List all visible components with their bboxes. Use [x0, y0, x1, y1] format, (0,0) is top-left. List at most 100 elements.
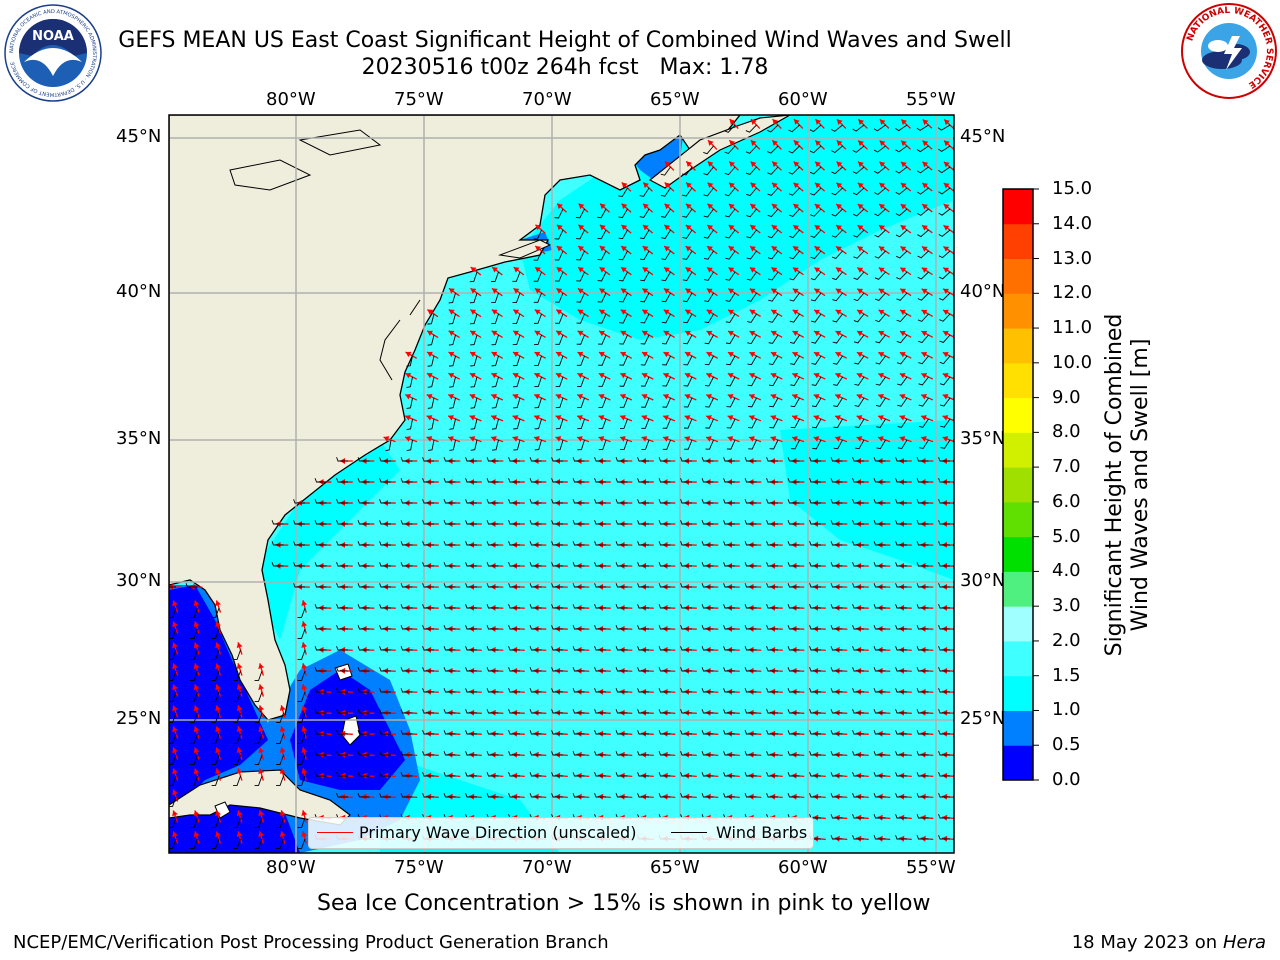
wave-direction-arrowhead: [836, 225, 842, 231]
wind-barb: [640, 376, 650, 387]
wind-barb: [336, 751, 348, 756]
wind-barb: [470, 376, 478, 388]
wave-direction-arrowhead: [193, 831, 200, 838]
wind-barb: [618, 292, 628, 303]
wave-direction-arrowhead: [664, 267, 670, 273]
wind-barb: [939, 376, 951, 386]
colorbar-segment: [1003, 675, 1033, 711]
wave-direction-arrowhead: [620, 309, 627, 315]
wind-barb: [809, 562, 821, 567]
wave-direction-arrowhead: [663, 351, 670, 358]
wind-barb: [917, 229, 929, 238]
wave-direction-arrowhead: [684, 372, 691, 379]
wind-barb: [597, 313, 607, 324]
wind-barb: [852, 124, 865, 132]
wave-direction-arrowhead: [643, 182, 649, 189]
wind-barb: [379, 793, 391, 798]
wind-barb: [400, 478, 413, 483]
wind-barb: [895, 478, 907, 483]
wind-barb: [811, 355, 822, 365]
wind-barb: [662, 418, 671, 429]
wave-direction-arrowhead: [814, 246, 821, 252]
wind-barb: [873, 145, 886, 153]
wind-barb: [787, 709, 800, 714]
wave-direction-arrowhead: [236, 642, 243, 649]
wave-direction-arrowhead: [835, 372, 842, 379]
wind-barb: [254, 754, 263, 765]
colorbar-segment: [1003, 501, 1033, 538]
wave-direction-arrowhead: [856, 373, 863, 379]
wind-barb: [830, 562, 843, 567]
wave-direction-arrowhead: [236, 768, 243, 775]
wave-direction-arrowhead: [620, 415, 626, 421]
wave-direction-arrowhead: [771, 246, 778, 252]
wave-direction-arrowhead: [664, 246, 670, 252]
wind-barb: [787, 499, 800, 504]
wind-barb: [639, 229, 650, 240]
wind-barb: [314, 772, 327, 777]
wind-barb: [254, 670, 263, 681]
wind-barb: [810, 229, 822, 238]
footer-date: 18 May 2023 on Hera: [1072, 932, 1266, 954]
wave-direction-arrowhead: [172, 663, 178, 670]
wind-barb: [615, 625, 628, 630]
wave-direction-arrowhead: [577, 436, 583, 442]
wave-direction-arrowhead: [728, 203, 735, 210]
colorbar-title-line2: Wind Waves and Swell [m]: [1128, 338, 1153, 632]
wind-barb: [293, 520, 305, 525]
wind-barb: [658, 478, 671, 483]
wind-barb: [658, 520, 671, 525]
wind-barb: [597, 250, 607, 261]
wind-barb: [336, 499, 348, 504]
wind-barb: [491, 355, 499, 367]
wind-barb: [809, 145, 822, 154]
wave-direction-arrowhead: [813, 372, 820, 379]
wind-barb: [918, 397, 929, 407]
wind-barb: [787, 583, 800, 588]
wind-barb: [766, 124, 779, 133]
wind-barb: [233, 817, 241, 828]
wind-barb: [598, 334, 607, 345]
wind-barb: [833, 418, 843, 429]
wave-direction-arrowhead: [814, 225, 821, 231]
wave-direction-arrowhead: [685, 224, 692, 231]
wave-direction-arrowhead: [598, 394, 605, 400]
wind-barb: [748, 439, 757, 450]
wind-barb: [598, 397, 607, 408]
wind-barb: [830, 583, 843, 588]
wind-barb: [916, 145, 929, 153]
wind-barb: [830, 478, 843, 483]
wave-direction-arrowhead: [857, 309, 863, 316]
wind-barb: [787, 541, 800, 546]
wave-direction-arrowhead: [815, 140, 821, 147]
wave-direction-arrowhead: [922, 140, 929, 147]
wave-direction-arrowhead: [172, 789, 178, 796]
wave-direction-arrowhead: [513, 330, 519, 337]
wave-direction-arrowhead: [448, 394, 455, 400]
wind-barb: [658, 562, 671, 567]
wind-barb: [533, 292, 542, 303]
wind-barb: [594, 457, 606, 462]
wind-barb: [314, 541, 327, 546]
wind-barb: [169, 838, 177, 849]
wind-barb: [533, 250, 542, 261]
wave-direction-arrowhead: [942, 394, 949, 400]
wind-barb: [875, 376, 886, 386]
wind-barb: [787, 562, 800, 567]
wind-barb: [276, 838, 284, 849]
colorbar-segment: [1003, 710, 1033, 746]
wave-direction-arrowhead: [598, 372, 605, 379]
noaa-logo-text: NOAA: [32, 29, 74, 44]
wave-direction-arrowhead: [921, 415, 927, 421]
wind-barb: [658, 625, 671, 630]
lon-tick-top-55w: 55°W: [906, 89, 956, 110]
wind-barb: [875, 355, 886, 365]
wind-barb: [938, 709, 950, 714]
wind-barb: [551, 604, 563, 609]
wave-direction-arrowhead: [426, 372, 433, 379]
wave-direction-arrowhead: [172, 684, 178, 691]
wave-direction-arrowhead: [600, 203, 606, 210]
wave-direction-arrowhead: [857, 288, 864, 294]
wind-barb: [852, 208, 865, 217]
wind-barb: [938, 229, 951, 237]
